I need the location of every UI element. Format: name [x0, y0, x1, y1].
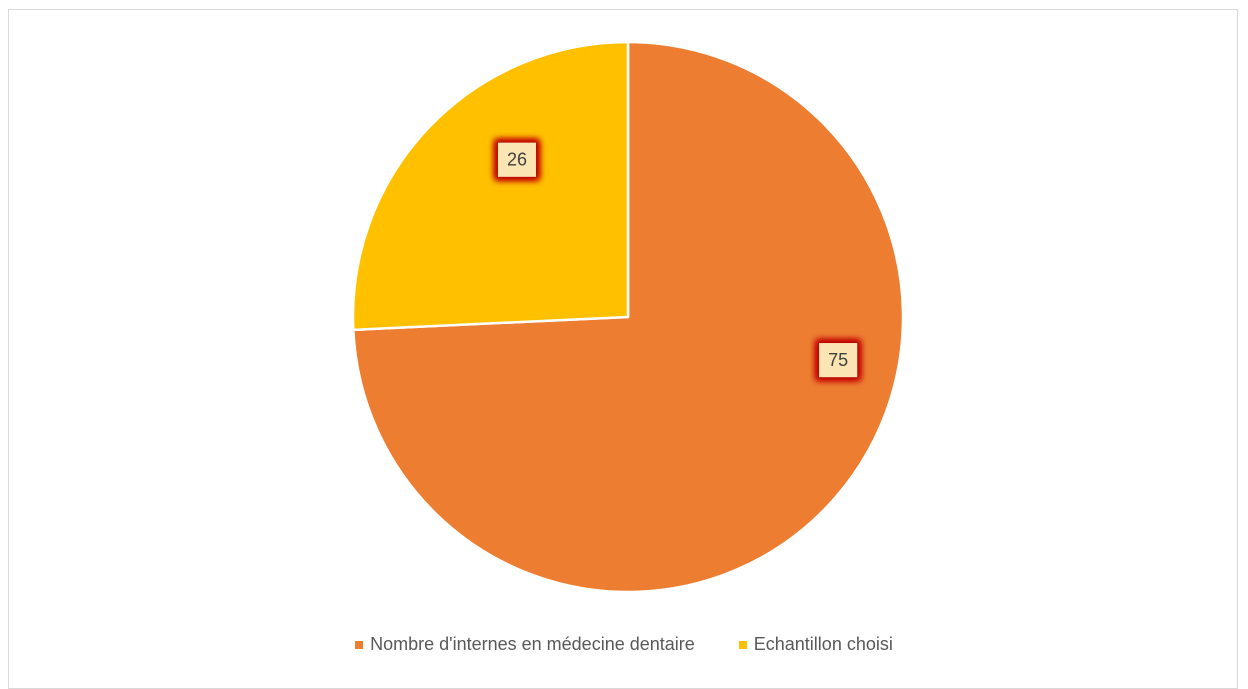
- legend: Nombre d'internes en médecine dentaire E…: [0, 634, 1248, 655]
- legend-swatch-echantillon: [738, 640, 747, 649]
- pie-chart: 75 26: [351, 40, 905, 594]
- legend-label-internes: Nombre d'internes en médecine dentaire: [370, 634, 695, 654]
- legend-item-internes: Nombre d'internes en médecine dentaire: [355, 634, 695, 655]
- data-label-internes: 75: [828, 350, 848, 370]
- data-label-echantillon: 26: [507, 150, 527, 170]
- legend-label-echantillon: Echantillon choisi: [753, 634, 893, 654]
- legend-item-echantillon: Echantillon choisi: [738, 634, 893, 655]
- pie-slice-echantillon: [351, 40, 630, 332]
- legend-swatch-internes: [355, 640, 364, 649]
- data-label-box-internes: [819, 343, 858, 378]
- data-label-box-echantillon: [497, 142, 536, 177]
- data-labels: 75 26: [497, 142, 858, 378]
- pie-slices: [351, 40, 905, 594]
